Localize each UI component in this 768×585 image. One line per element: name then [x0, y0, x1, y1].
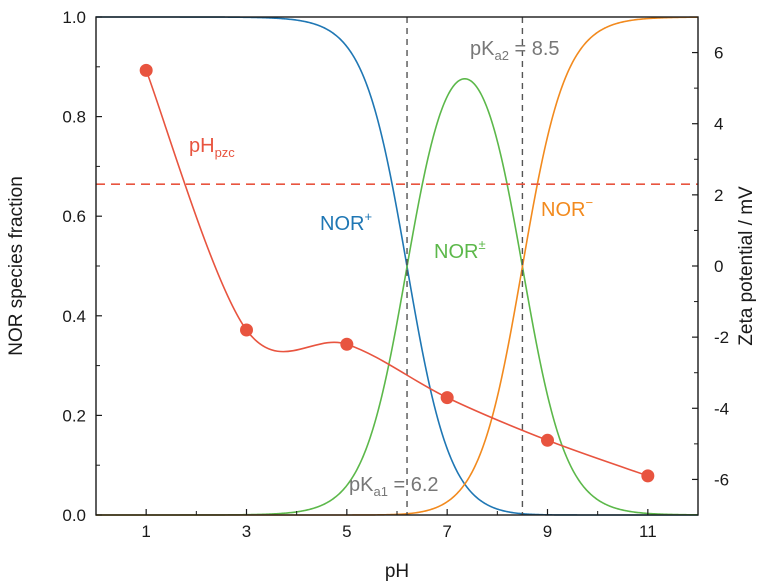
- pka2-value: = 8.5: [509, 38, 560, 60]
- x-axis-title: pH: [385, 561, 409, 582]
- pka1-value: = 6.2: [388, 474, 439, 496]
- anion-fraction-curve: [96, 16, 698, 516]
- pzc-base: pH: [189, 135, 215, 157]
- y-tick-label: 0.8: [62, 108, 86, 127]
- pka1-annotation: pKa1 = 6.2: [349, 474, 439, 499]
- pzc-sub: pzc: [215, 145, 236, 160]
- y2-tick-label: 0: [714, 257, 723, 276]
- pka2-annotation: pKa2 = 8.5: [470, 38, 560, 63]
- x-tick-label: 1: [141, 522, 150, 541]
- zeta-point-5: [641, 469, 655, 483]
- cation-species-label: NOR+: [320, 209, 372, 235]
- pka2-base: pK: [470, 38, 495, 60]
- zwitterion-species-label: NOR±: [434, 237, 486, 263]
- zeta-point-3: [440, 391, 454, 405]
- y-tick-label: 0.4: [62, 307, 86, 326]
- zwitterion-label-base: NOR: [434, 241, 478, 263]
- anion-label-base: NOR: [541, 199, 585, 221]
- cation-label-sup: +: [364, 209, 372, 224]
- x-tick-label: 3: [242, 522, 251, 541]
- y2-tick-label: -6: [714, 470, 729, 489]
- y2-tick-label: -2: [714, 328, 729, 347]
- y-tick-label: 1.0: [62, 8, 86, 27]
- zwitterion-fraction-curve: [96, 77, 698, 516]
- pka1-sub: a1: [373, 484, 387, 499]
- zwitterion-label-sup: ±: [478, 237, 485, 252]
- zeta-point-0: [139, 63, 153, 77]
- axes: 1 3 5 7 9 11 0.0 0.2 0.4 0.6 0.8 1.0 -6 -4 -2 0 2 4 6: [62, 8, 729, 541]
- anion-species-label: NOR−: [541, 195, 593, 221]
- y-tick-label: 0.0: [62, 506, 86, 525]
- pka2-sub: a2: [494, 48, 508, 63]
- zeta-potential-curve: [145, 70, 649, 477]
- zeta-point-1: [240, 323, 253, 337]
- zeta-point-4: [541, 433, 554, 447]
- y2-axis-title: Zeta potential / mV: [736, 186, 757, 346]
- x-tick-label: 9: [543, 522, 552, 541]
- plot-area: [96, 16, 698, 516]
- y2-tick-label: -4: [714, 399, 729, 418]
- cation-label-base: NOR: [320, 213, 364, 235]
- x-tick-label: 5: [342, 522, 351, 541]
- pzc-annotation: pHpzc: [189, 135, 235, 160]
- plot-frame: [95, 16, 699, 516]
- y2-tick-label: 6: [714, 44, 723, 63]
- y2-tick-label: 2: [714, 186, 723, 205]
- pka1-base: pK: [349, 474, 374, 496]
- y2-tick-label: 4: [714, 115, 723, 134]
- zeta-point-2: [340, 337, 354, 351]
- y-tick-label: 0.6: [62, 207, 86, 226]
- y-axis-title: NOR species fraction: [6, 176, 27, 356]
- x-tick-label: 11: [639, 522, 657, 541]
- x-tick-label: 7: [442, 522, 451, 541]
- anion-label-sup: −: [585, 195, 593, 210]
- y-tick-label: 0.2: [62, 406, 86, 425]
- cation-fraction-curve: [96, 16, 698, 516]
